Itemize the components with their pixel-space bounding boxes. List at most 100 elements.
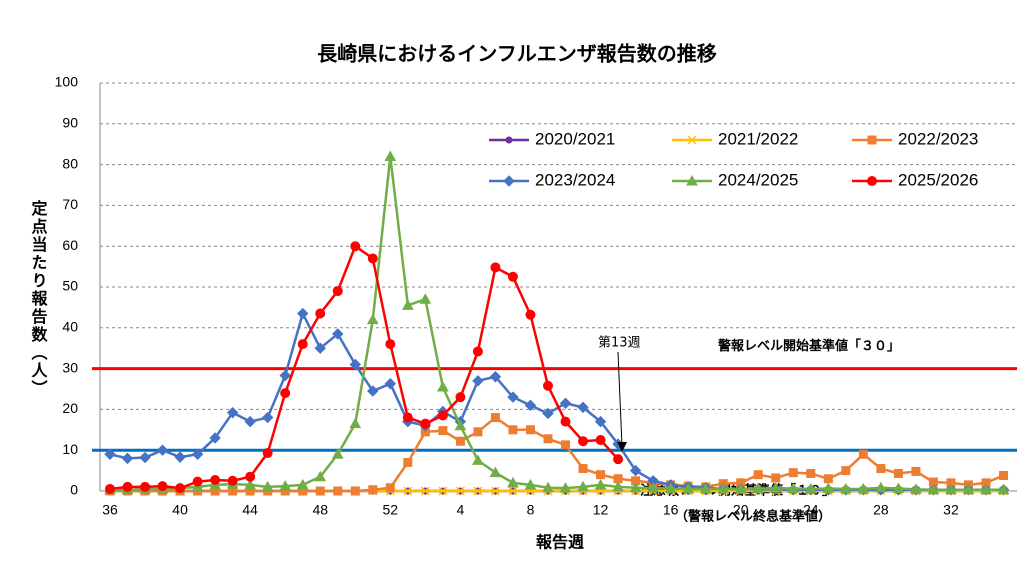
annotation-arrow bbox=[617, 351, 623, 447]
point bbox=[366, 313, 379, 325]
point bbox=[613, 454, 624, 465]
point bbox=[349, 417, 362, 429]
point bbox=[454, 419, 467, 431]
annotation-arrowhead bbox=[617, 442, 627, 452]
x-tick-label: 32 bbox=[943, 502, 959, 518]
point bbox=[560, 416, 571, 427]
legend-label: 2024/2025 bbox=[718, 170, 798, 189]
point bbox=[910, 483, 922, 494]
point bbox=[384, 377, 397, 390]
point bbox=[175, 483, 186, 494]
point bbox=[841, 466, 851, 476]
point bbox=[438, 486, 448, 496]
point bbox=[577, 480, 589, 492]
point bbox=[893, 468, 903, 478]
point bbox=[403, 457, 413, 467]
point bbox=[686, 174, 698, 186]
x-tick-label: 8 bbox=[527, 502, 535, 518]
point bbox=[543, 434, 553, 444]
point bbox=[561, 440, 571, 450]
point bbox=[822, 482, 835, 494]
point bbox=[455, 392, 466, 403]
point bbox=[823, 474, 833, 484]
point bbox=[857, 482, 870, 494]
point bbox=[525, 309, 536, 320]
point bbox=[997, 483, 1010, 495]
point bbox=[927, 483, 940, 495]
point bbox=[507, 271, 518, 282]
point bbox=[839, 482, 852, 494]
point bbox=[279, 369, 291, 382]
point bbox=[349, 358, 361, 371]
y-tick-label: 80 bbox=[62, 155, 78, 171]
point bbox=[543, 380, 553, 391]
point bbox=[699, 482, 712, 494]
point bbox=[140, 481, 151, 492]
point bbox=[577, 401, 589, 414]
point bbox=[104, 448, 116, 460]
point bbox=[524, 399, 537, 412]
point bbox=[578, 436, 589, 447]
point bbox=[315, 486, 325, 496]
point bbox=[472, 454, 484, 465]
point bbox=[542, 407, 554, 420]
reference-label: 警報レベル開始基準値「３０」 bbox=[718, 338, 900, 354]
point bbox=[945, 483, 957, 495]
point bbox=[787, 482, 800, 494]
point bbox=[559, 397, 572, 409]
reference-sublabel: （警報レベル終息基準値） bbox=[675, 509, 831, 525]
point bbox=[420, 418, 431, 429]
legend-label: 2022/2023 bbox=[898, 129, 978, 148]
legend-label: 2025/2026 bbox=[898, 170, 978, 189]
point bbox=[594, 478, 607, 490]
point bbox=[261, 411, 274, 424]
point bbox=[804, 482, 817, 494]
point bbox=[122, 481, 133, 492]
point bbox=[419, 293, 432, 304]
point bbox=[525, 425, 535, 435]
point bbox=[209, 432, 221, 444]
point bbox=[350, 241, 361, 252]
point bbox=[332, 328, 344, 340]
point bbox=[279, 480, 292, 491]
point bbox=[629, 481, 642, 493]
series bbox=[105, 241, 624, 494]
point bbox=[192, 476, 203, 487]
point bbox=[867, 135, 877, 145]
point bbox=[490, 486, 500, 496]
point bbox=[664, 482, 677, 494]
chart-title: 長崎県におけるインフルエンザ報告数の推移 bbox=[317, 42, 716, 66]
point bbox=[999, 470, 1009, 480]
y-tick-label: 50 bbox=[62, 278, 78, 294]
x-axis-label: 報告週 bbox=[536, 533, 584, 552]
point bbox=[105, 483, 115, 494]
point bbox=[508, 486, 518, 496]
point bbox=[490, 413, 500, 423]
point bbox=[438, 426, 448, 436]
y-tick-label: 100 bbox=[55, 74, 79, 90]
point bbox=[314, 342, 326, 354]
point bbox=[226, 406, 239, 419]
point bbox=[332, 286, 343, 297]
y-axis-label: 定点当たり報告数（人） bbox=[29, 199, 49, 398]
point bbox=[368, 485, 378, 495]
point bbox=[139, 451, 151, 464]
point bbox=[788, 468, 798, 478]
point bbox=[174, 451, 186, 463]
point bbox=[892, 482, 905, 494]
point bbox=[385, 483, 395, 493]
point bbox=[769, 482, 782, 493]
point bbox=[559, 482, 572, 493]
point bbox=[647, 482, 659, 493]
y-tick-label: 70 bbox=[62, 196, 78, 212]
point bbox=[752, 482, 765, 494]
y-tick-label: 90 bbox=[62, 115, 78, 131]
x-tick-label: 12 bbox=[593, 502, 609, 518]
point bbox=[315, 308, 326, 319]
point bbox=[594, 415, 607, 428]
point bbox=[156, 444, 169, 456]
point bbox=[505, 136, 513, 144]
x-tick-label: 24 bbox=[803, 502, 819, 518]
point bbox=[403, 486, 413, 496]
